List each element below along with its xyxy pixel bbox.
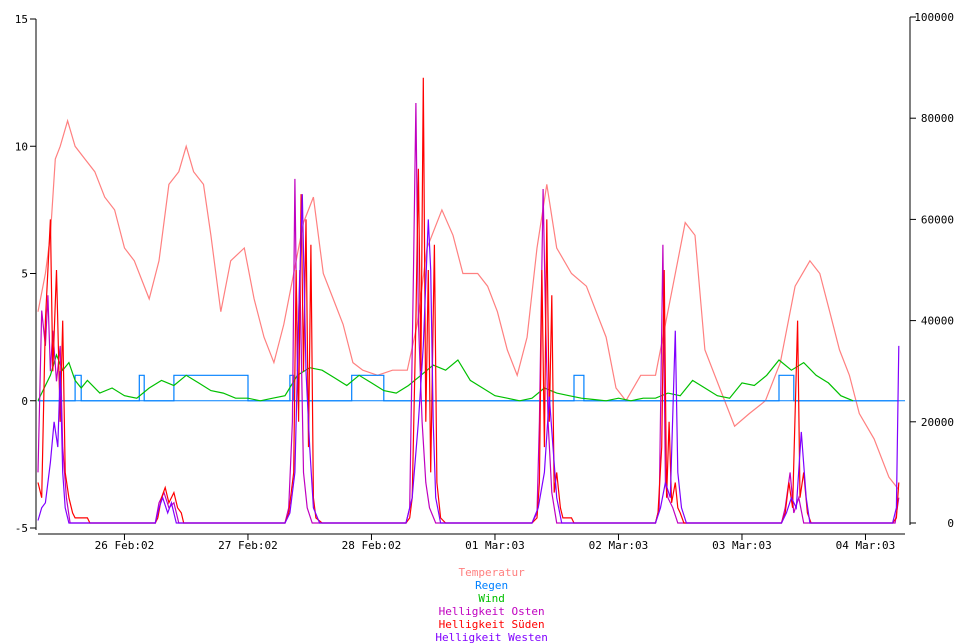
series-helligkeit-sueden	[37, 77, 900, 524]
legend: Temperatur Regen Wind Helligkeit Osten H…	[0, 553, 970, 644]
x-tick-label: 26 Feb:02	[95, 539, 155, 552]
series-helligkeit-osten	[37, 102, 900, 524]
x-tick-label: 04 Mar:03	[836, 539, 896, 552]
y-left-tick-label: 5	[21, 268, 28, 281]
y-left-tick-label: -5	[15, 522, 28, 535]
legend-helligkeit-osten: Helligkeit Osten	[438, 605, 545, 618]
x-tick-label: 27 Feb:02	[218, 539, 278, 552]
series-temperatur	[37, 118, 900, 491]
series-wind	[37, 353, 854, 402]
legend-wind: Wind	[478, 592, 505, 605]
x-tick-label: 02 Mar:03	[589, 539, 649, 552]
x-tick-label: 28 Feb:02	[342, 539, 402, 552]
y-right-tick-label: 60000	[921, 213, 954, 226]
series-group	[37, 77, 900, 524]
series-regen	[38, 374, 899, 402]
legend-temperatur: Temperatur	[458, 566, 525, 579]
y-right-tick-label: 40000	[921, 315, 954, 328]
x-tick-label: 01 Mar:03	[465, 539, 525, 552]
x-tick-label: 03 Mar:03	[712, 539, 772, 552]
sensor-chart: -5 0 5 10 15 0 20000 40000 60000 80000 100000 26 Fe…	[15, 11, 954, 552]
y-right-tick-label: 80000	[921, 112, 954, 125]
y-right-tick-label: 20000	[921, 416, 954, 429]
y-right-tick-label: 0	[947, 517, 954, 530]
y-left-tick-label: 10	[15, 140, 28, 153]
legend-helligkeit-sueden: Helligkeit Süden	[438, 618, 545, 631]
legend-regen: Regen	[475, 579, 509, 592]
axes: -5 0 5 10 15 0 20000 40000 60000 80000 100000 26 Fe…	[15, 11, 954, 552]
series-helligkeit-westen	[37, 194, 900, 524]
y-left-tick-label: 15	[15, 13, 28, 26]
y-right-tick-label: 100000	[914, 11, 954, 24]
y-left-tick-label: 0	[21, 395, 28, 408]
legend-helligkeit-westen: Helligkeit Westen	[435, 631, 548, 644]
